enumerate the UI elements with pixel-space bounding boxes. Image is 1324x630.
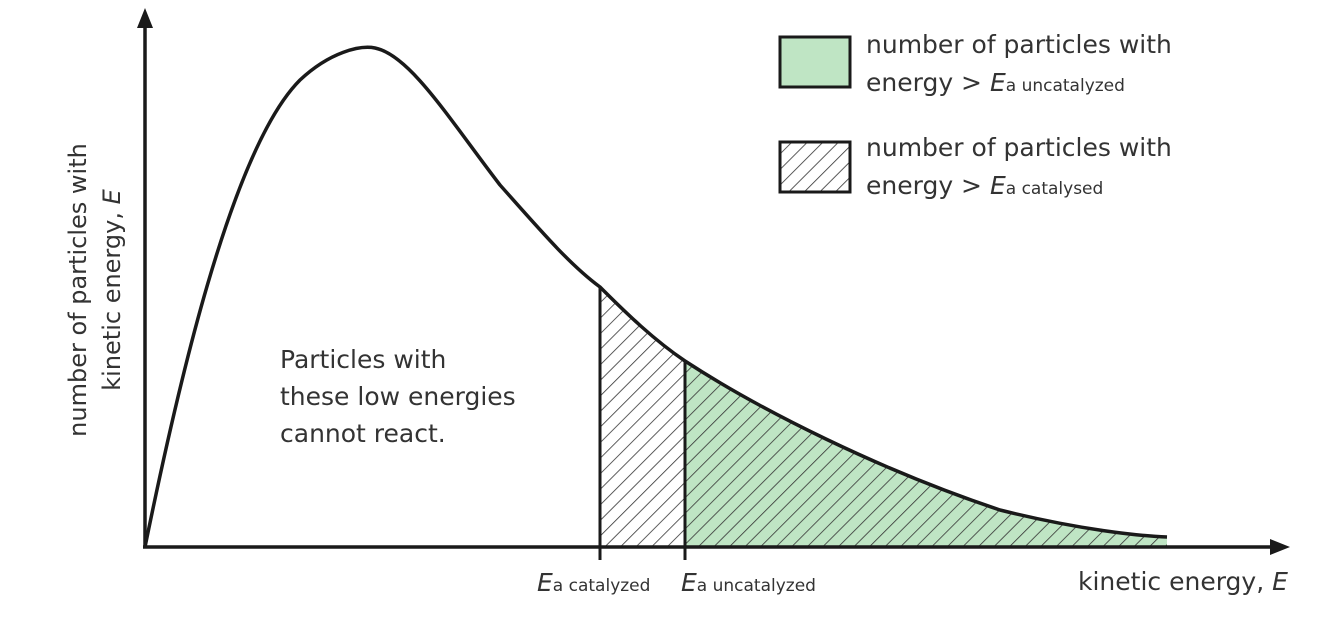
legend-item-uncatalyzed: number of particles with energy > Ea unc… — [866, 26, 1172, 105]
note-line-2: these low energies — [280, 378, 516, 415]
y-axis-label: number of particles with kinetic energy,… — [61, 143, 129, 437]
y-axis-arrowhead — [137, 8, 153, 28]
y-axis-label-line2: kinetic energy, E — [95, 143, 129, 437]
legend-item-catalysed-line1: number of particles with — [866, 129, 1172, 167]
legend-item-uncatalyzed-line1: number of particles with — [866, 26, 1172, 64]
legend-item-catalysed: number of particles with energy > Ea cat… — [866, 129, 1172, 208]
legend-item-uncatalyzed-line2: energy > Ea uncatalyzed — [866, 64, 1172, 105]
uncatalyzed-marker-label: Ea uncatalyzed — [681, 568, 816, 597]
legend-swatch-uncatalyzed — [780, 37, 850, 87]
x-axis-arrowhead — [1270, 539, 1290, 555]
catalyzed-marker-label: Ea catalyzed — [537, 568, 650, 597]
legend-swatch-catalysed — [780, 142, 850, 192]
uncatalyzed-region-hatch — [685, 361, 1167, 547]
x-axis-label: kinetic energy, E — [1078, 567, 1288, 596]
legend-item-catalysed-line2: energy > Ea catalysed — [866, 167, 1172, 208]
y-axis-label-line1: number of particles with — [61, 143, 95, 437]
low-energy-note: Particles with these low energies cannot… — [280, 341, 516, 452]
note-line-3: cannot react. — [280, 415, 516, 452]
note-line-1: Particles with — [280, 341, 516, 378]
